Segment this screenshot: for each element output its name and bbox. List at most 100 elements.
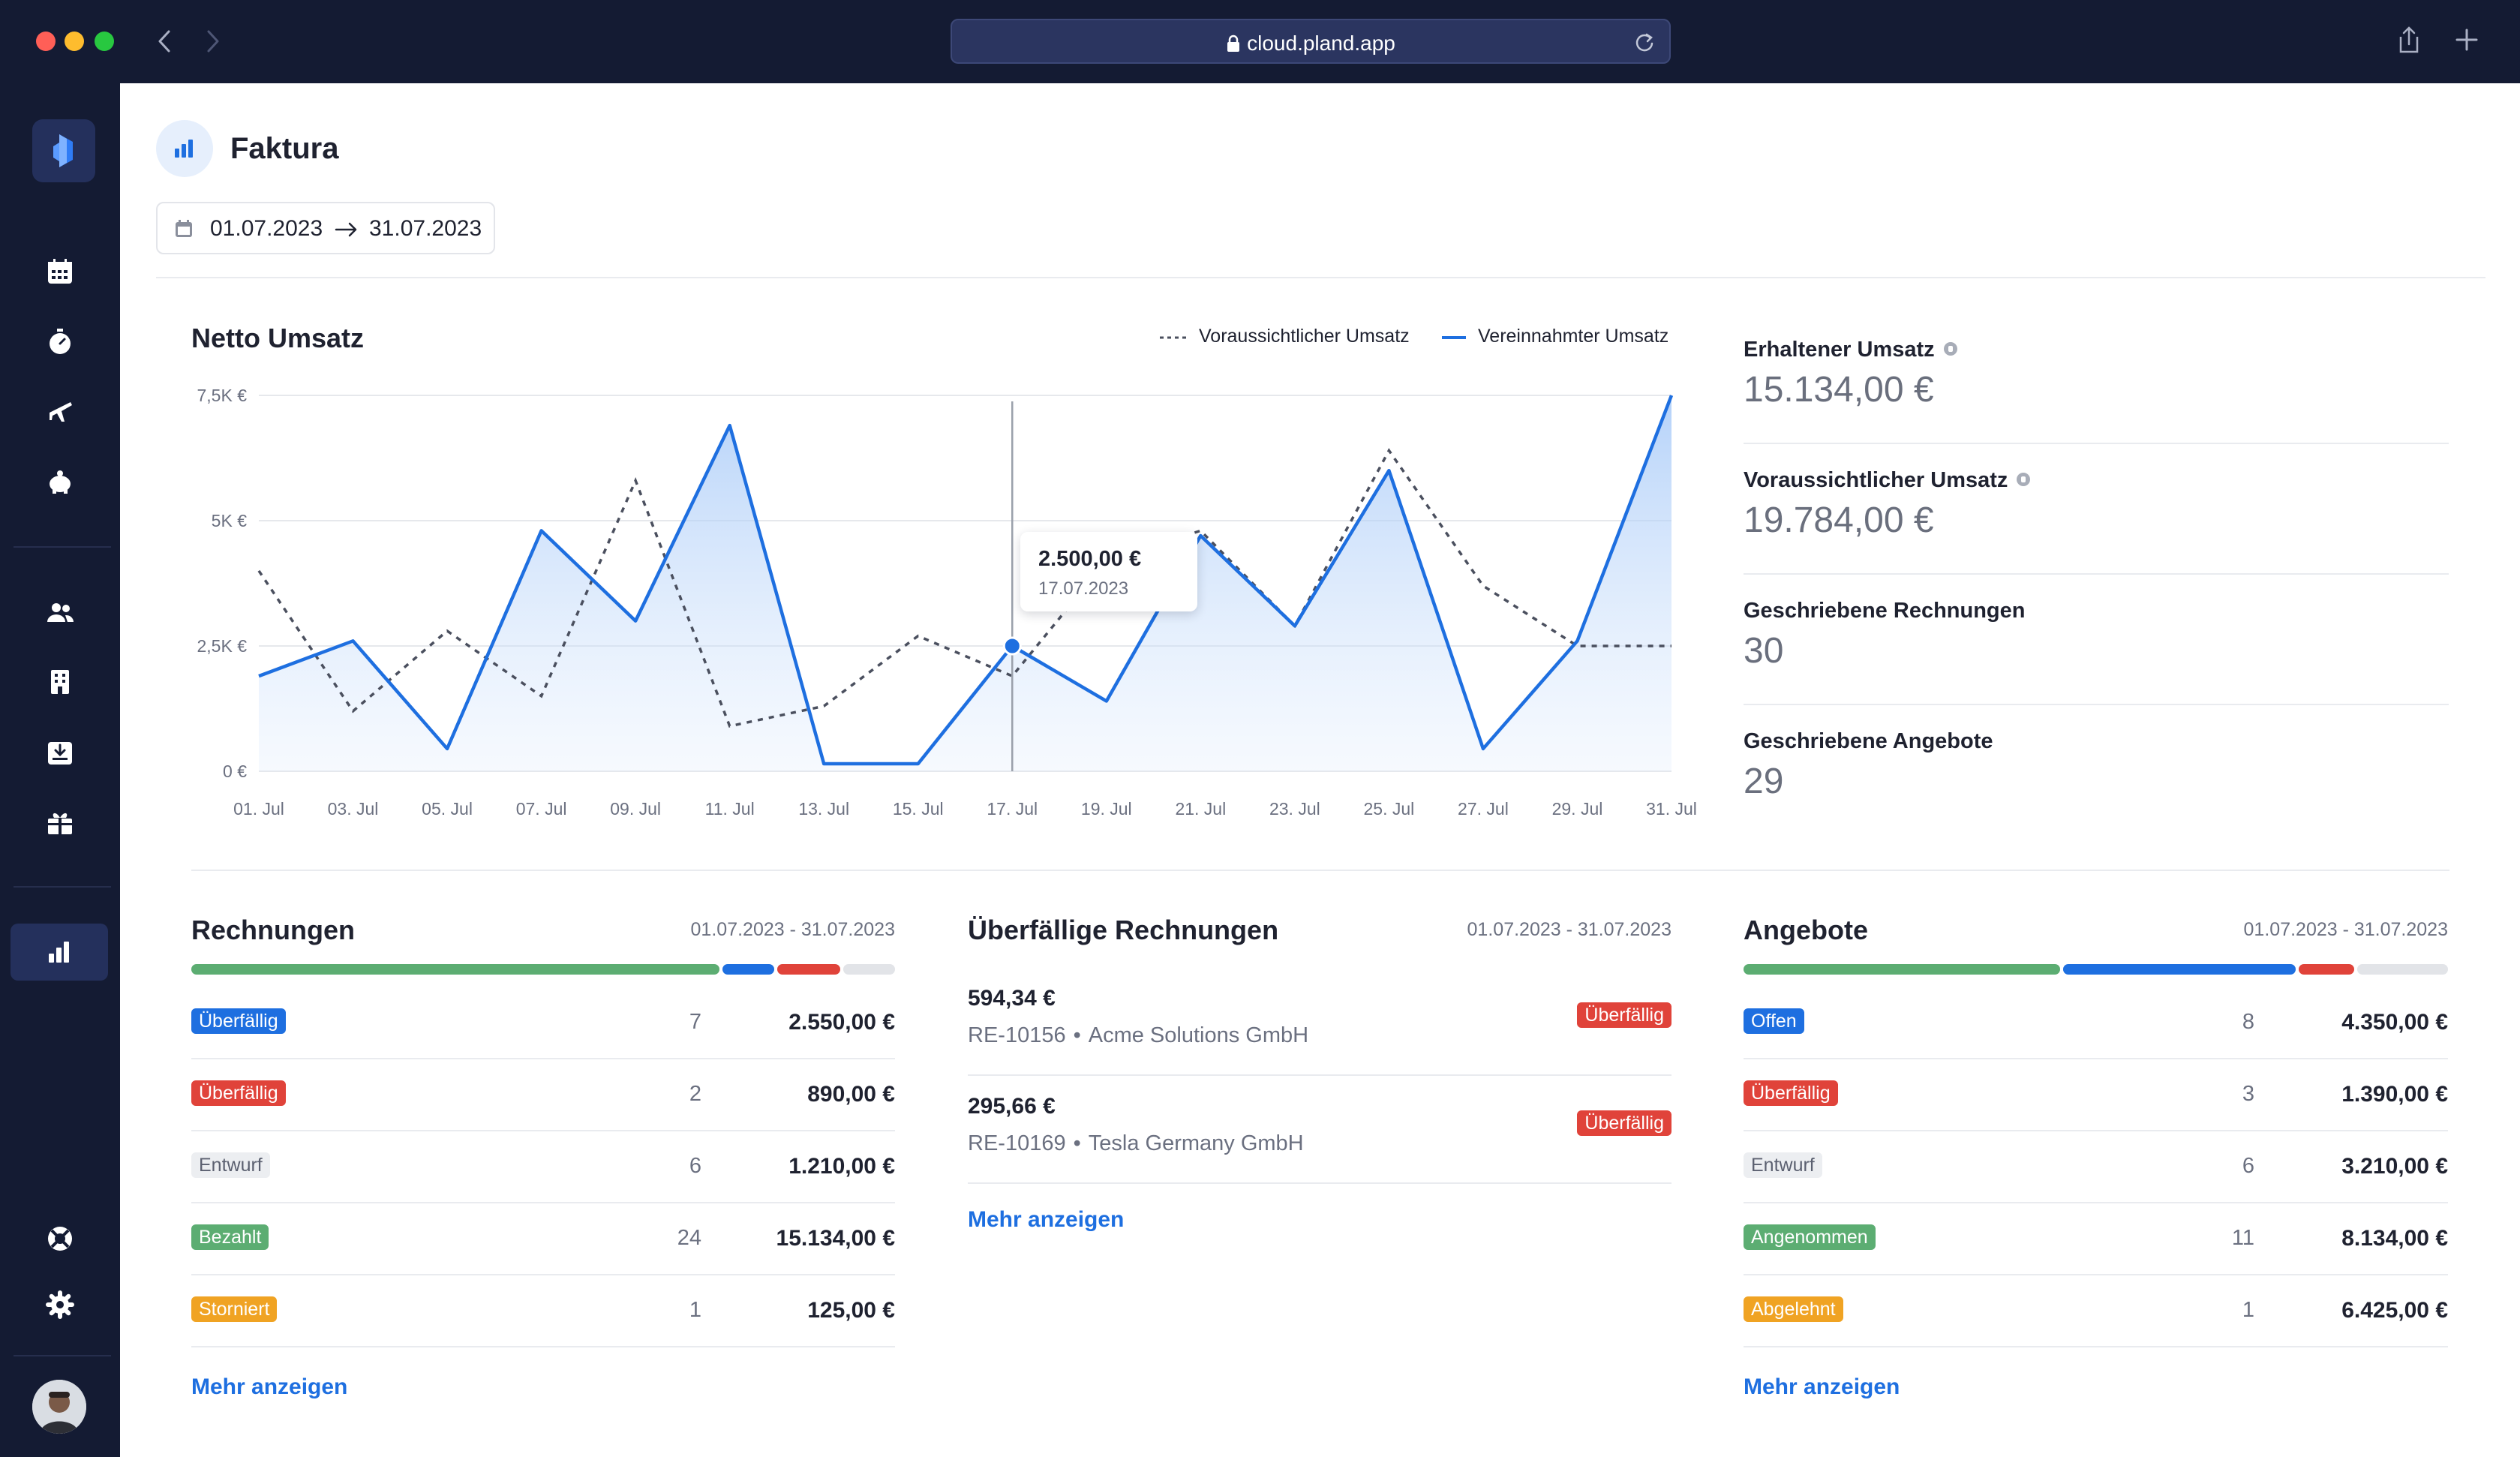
rechnungen-row[interactable]: Bezahlt 24 15.134,00 € (191, 1203, 895, 1275)
rechnungen-status-bar (191, 964, 896, 975)
users-icon[interactable] (41, 593, 80, 632)
status-bar-segment (843, 964, 896, 975)
avatar-icon (32, 1380, 86, 1434)
y-tick-label: 7,5K € (197, 386, 248, 405)
overdue-amount: 594,34 € (968, 986, 1056, 1011)
overdue-row[interactable]: 295,66 € RE-10169 • Tesla Germany GmbH Überf… (968, 1076, 1671, 1184)
chart-title: Netto Umsatz (191, 323, 365, 353)
back-icon[interactable] (154, 29, 176, 54)
browser-toolbar: cloud.pland.app (0, 0, 2520, 83)
building-icon[interactable] (41, 662, 80, 701)
piggy-bank-icon[interactable] (41, 462, 80, 501)
sidebar-item-reports[interactable] (11, 924, 108, 981)
row-count: 11 (2231, 1226, 2254, 1250)
status-bar-segment (2299, 964, 2355, 975)
bar-chart-icon (49, 942, 69, 963)
stat-value: 29 (1744, 762, 1784, 801)
angebote-row[interactable]: Überfällig 3 1.390,00 € (1744, 1059, 2448, 1131)
x-tick-label: 19. Jul (1081, 799, 1132, 819)
window-minimize-button[interactable] (65, 32, 84, 51)
logo-button[interactable] (32, 119, 95, 182)
lifebuoy-icon[interactable] (41, 1219, 80, 1258)
stat-label-text: Erhaltener Umsatz (1744, 338, 1935, 362)
angebote-status-bar (1744, 964, 2448, 975)
row-amount: 4.350,00 € (2341, 1010, 2448, 1035)
row-amount: 8.134,00 € (2341, 1226, 2448, 1251)
status-badge: Offen (1744, 1008, 1804, 1034)
calendar-icon[interactable] (41, 252, 80, 291)
info-icon[interactable] (2017, 473, 2031, 486)
status-bar-segment (2357, 964, 2448, 975)
overdue-more-link[interactable]: Mehr anzeigen (968, 1207, 1125, 1232)
status-badge: Angenommen (1744, 1224, 1876, 1250)
stat-value: 15.134,00 € (1744, 370, 1934, 410)
stat-divider (1744, 573, 2449, 575)
x-tick-label: 07. Jul (516, 799, 567, 819)
stat-label: Geschriebene Rechnungen (1744, 599, 2026, 623)
rechnungen-row[interactable]: Überfällig 2 890,00 € (191, 1059, 895, 1131)
date-range-picker[interactable]: 01.07.2023 31.07.2023 (156, 202, 495, 254)
share-icon[interactable] (2396, 25, 2422, 56)
avatar[interactable] (32, 1380, 86, 1434)
rechnungen-more-link[interactable]: Mehr anzeigen (191, 1374, 348, 1399)
status-badge: Bezahlt (191, 1224, 269, 1250)
gift-icon[interactable] (41, 803, 80, 842)
address-bar[interactable]: cloud.pland.app (951, 19, 1671, 64)
row-amount: 3.210,00 € (2341, 1154, 2448, 1179)
settings-icon[interactable] (41, 1285, 80, 1324)
rechnungen-row[interactable]: Überfällig 7 2.550,00 € (191, 987, 895, 1059)
x-tick-label: 13. Jul (798, 799, 849, 819)
forward-icon[interactable] (201, 29, 224, 54)
x-tick-label: 01. Jul (233, 799, 284, 819)
customer-name: Tesla Germany GmbH (1088, 1131, 1304, 1155)
status-bar-segment (722, 964, 775, 975)
inbox-download-icon[interactable] (41, 733, 80, 772)
airplane-icon[interactable] (41, 392, 80, 431)
x-tick-label: 29. Jul (1552, 799, 1603, 819)
row-count: 1 (689, 1298, 701, 1322)
stat-value: 30 (1744, 631, 1784, 671)
stat-divider (1744, 704, 2449, 705)
rechnungen-row[interactable]: Storniert 1 125,00 € (191, 1275, 895, 1347)
info-icon[interactable] (1943, 342, 1957, 356)
rechnungen-row[interactable]: Entwurf 6 1.210,00 € (191, 1131, 895, 1203)
x-tick-label: 27. Jul (1458, 799, 1509, 819)
row-count: 3 (2242, 1082, 2254, 1106)
stat-divider (1744, 443, 2449, 444)
stopwatch-icon[interactable] (41, 322, 80, 361)
arrow-right-icon (335, 222, 357, 237)
angebote-more-link[interactable]: Mehr anzeigen (1744, 1374, 1900, 1399)
window-close-button[interactable] (36, 32, 56, 51)
tooltip-value: 2.500,00 € (1038, 547, 1142, 571)
angebote-row[interactable]: Angenommen 11 8.134,00 € (1744, 1203, 2448, 1275)
status-badge: Überfällig (1577, 1110, 1671, 1136)
overdue-meta: RE-10169 • Tesla Germany GmbH (968, 1131, 1304, 1156)
angebote-row[interactable]: Offen 8 4.350,00 € (1744, 987, 2448, 1059)
rechnungen-range: 01.07.2023 - 31.07.2023 (690, 919, 895, 940)
status-badge: Storniert (191, 1296, 278, 1322)
new-tab-icon[interactable] (2455, 28, 2479, 52)
status-badge: Überfällig (1744, 1080, 1838, 1106)
highlight-point[interactable] (1002, 636, 1022, 656)
row-count: 6 (689, 1154, 701, 1178)
sidebar (0, 83, 120, 1457)
lock-icon (1227, 35, 1240, 52)
x-tick-label: 05. Jul (422, 799, 473, 819)
window-zoom-button[interactable] (95, 32, 114, 51)
sidebar-divider (14, 886, 111, 888)
row-amount: 2.550,00 € (788, 1010, 895, 1035)
stat-label: Geschriebene Angebote (1744, 729, 1993, 754)
logo-icon (53, 134, 73, 167)
y-tick-label: 0 € (223, 762, 247, 781)
stat-label-text: Voraussichtlicher Umsatz (1744, 468, 2008, 492)
status-badge: Entwurf (191, 1152, 270, 1178)
angebote-row[interactable]: Abgelehnt 1 6.425,00 € (1744, 1275, 2448, 1347)
angebote-row[interactable]: Entwurf 6 3.210,00 € (1744, 1131, 2448, 1203)
overdue-row[interactable]: 594,34 € RE-10156 • Acme Solutions GmbH Über… (968, 968, 1671, 1076)
stat-label: Voraussichtlicher Umsatz (1744, 468, 2031, 493)
date-to: 31.07.2023 (369, 216, 482, 241)
reload-icon[interactable] (1633, 31, 1656, 53)
series-line-expected (257, 448, 1671, 728)
row-amount: 1.210,00 € (788, 1154, 895, 1179)
header-divider (156, 277, 2485, 278)
